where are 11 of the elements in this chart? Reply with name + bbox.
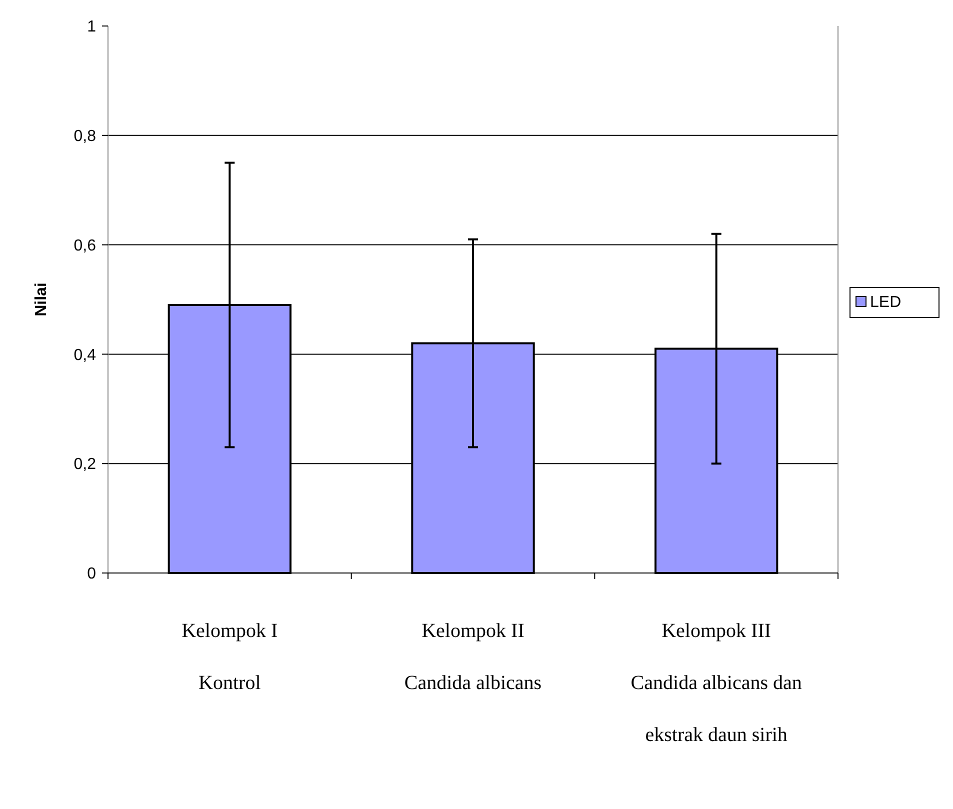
y-tick-label: 1 xyxy=(87,18,96,36)
category-label: Kelompok III Candida albicans dan ekstrak daun sirih xyxy=(630,620,802,746)
category-label: Kelompok I Kontrol xyxy=(182,620,278,694)
category-label: Kelompok II Candida albicans xyxy=(404,620,542,694)
y-tick-label: 0,8 xyxy=(74,128,96,145)
legend-label: LED xyxy=(870,294,902,312)
y-tick-label: 0 xyxy=(87,566,96,583)
y-axis-title: Nilai xyxy=(33,282,50,316)
y-tick-label: 0,2 xyxy=(74,456,96,474)
y-tick-label: 0,4 xyxy=(74,346,96,364)
y-tick-label: 0,6 xyxy=(74,237,96,254)
